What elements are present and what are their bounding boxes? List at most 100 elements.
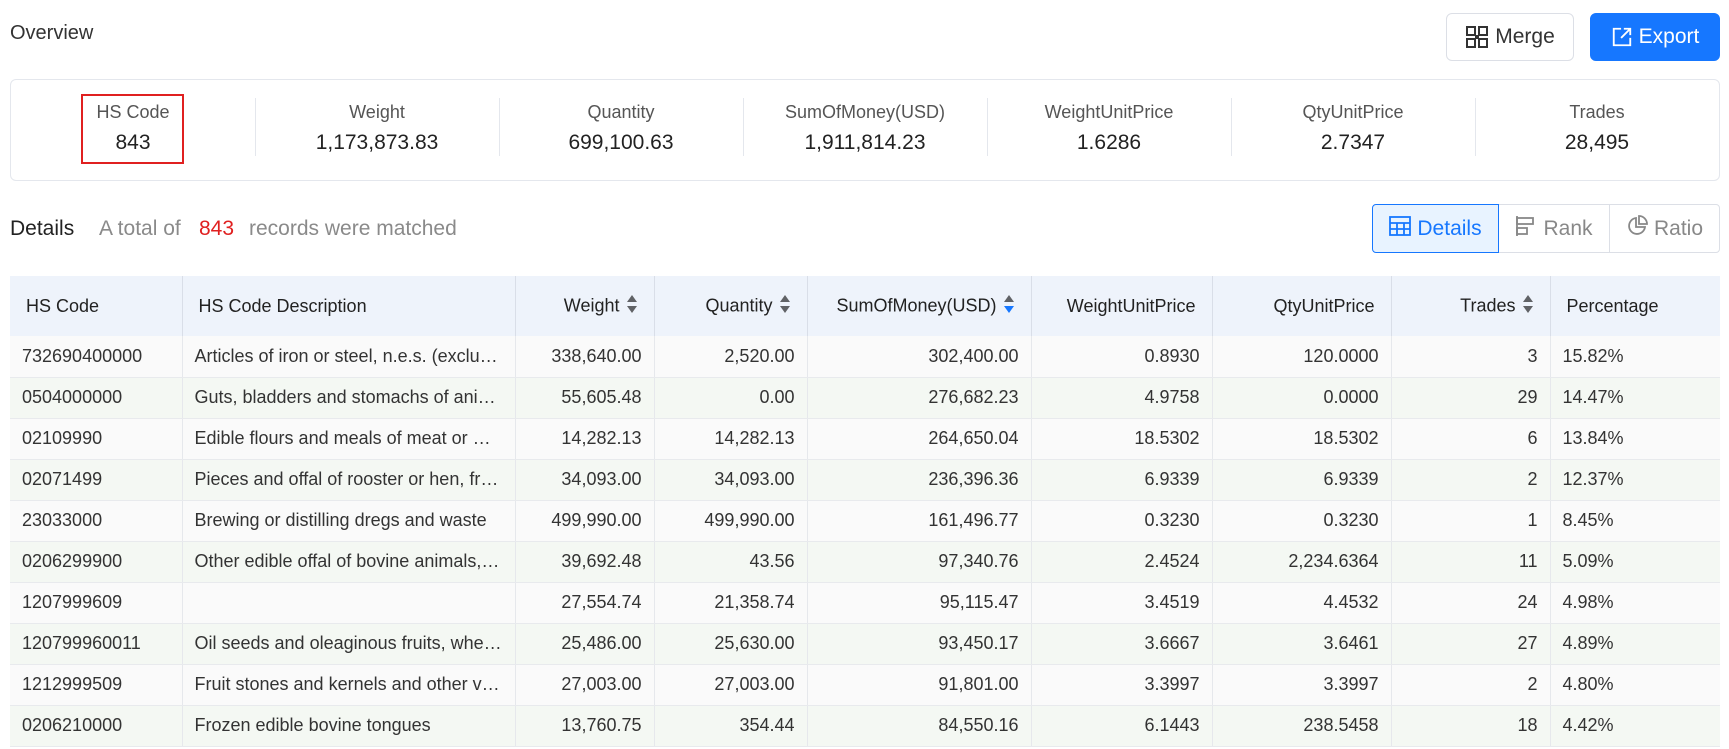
cell-weight-unit-price: 3.4519 [1030, 582, 1212, 624]
column-header-weight[interactable]: Weight [514, 276, 654, 336]
cell-percentage: 4.89% [1549, 623, 1720, 665]
table-row[interactable]: 0206210000 Frozen edible bovine tongues 13… [10, 705, 1720, 747]
table-row[interactable]: 0504000000 Guts, bladders and stomachs of… [10, 377, 1720, 419]
column-header-quantity[interactable]: Quantity [653, 276, 807, 336]
export-button[interactable]: Export [1590, 13, 1720, 61]
cell-sum-of-money: 276,682.23 [806, 377, 1031, 419]
tab-rank-label: Rank [1543, 216, 1593, 240]
cell-weight-unit-price: 2.4524 [1030, 541, 1212, 583]
summary-card: HS Code 843 Weight 1,173,873.83 Quantity… [10, 79, 1720, 181]
details-title: Details [10, 217, 75, 240]
divider [1231, 98, 1232, 156]
table-icon [1389, 215, 1412, 242]
cell-percentage: 13.84% [1549, 418, 1720, 460]
cell-quantity: 43.56 [653, 541, 807, 583]
cell-trades: 1 [1390, 500, 1550, 542]
stat-sum-of-money: SumOfMoney(USD) 1,911,814.23 [743, 80, 987, 180]
merge-button[interactable]: Merge [1446, 13, 1574, 61]
cell-description: Fruit stones and kernels and other veget… [181, 664, 515, 706]
tab-details[interactable]: Details [1372, 204, 1499, 253]
cell-weight-unit-price: 0.3230 [1030, 500, 1212, 542]
cell-trades: 2 [1390, 664, 1550, 706]
stat-label: QtyUnitPrice [1302, 102, 1404, 122]
cell-qty-unit-price: 2,234.6364 [1211, 541, 1391, 583]
cell-qty-unit-price: 4.4532 [1211, 582, 1391, 624]
stat-weight: Weight 1,173,873.83 [255, 80, 499, 180]
table-row[interactable]: 732690400000 Articles of iron or steel, n… [10, 336, 1720, 378]
sort-icon[interactable] [626, 294, 638, 319]
cell-description: Edible flours and meals of meat or meat … [181, 418, 515, 460]
cell-weight: 39,692.48 [514, 541, 654, 583]
cell-hs-code: 1207999609 [10, 582, 182, 624]
table-row[interactable]: 23033000 Brewing or distilling dregs and … [10, 500, 1720, 542]
cell-weight: 25,486.00 [514, 623, 654, 665]
stat-value: 1.6286 [1076, 131, 1142, 154]
table-row[interactable]: 120799960011 Oil seeds and oleaginous fru… [10, 623, 1720, 665]
cell-qty-unit-price: 238.5458 [1211, 705, 1391, 747]
stat-weight-unit-price: WeightUnitPrice 1.6286 [987, 80, 1231, 180]
cell-percentage: 8.45% [1549, 500, 1720, 542]
cell-sum-of-money: 91,801.00 [806, 664, 1031, 706]
cell-weight: 338,640.00 [514, 336, 654, 378]
cell-trades: 2 [1390, 459, 1550, 501]
cell-trades: 6 [1390, 418, 1550, 460]
table-row[interactable]: 02109990 Edible flours and meals of meat … [10, 418, 1720, 460]
cell-quantity: 354.44 [653, 705, 807, 747]
stat-value: 699,100.63 [568, 131, 674, 154]
tab-ratio[interactable]: Ratio [1609, 204, 1720, 253]
sort-icon[interactable] [779, 294, 791, 319]
cell-sum-of-money: 93,450.17 [806, 623, 1031, 665]
cell-percentage: 12.37% [1549, 459, 1720, 501]
cell-qty-unit-price: 6.9339 [1211, 459, 1391, 501]
cell-percentage: 14.47% [1549, 377, 1720, 419]
table-row[interactable]: 02071499 Pieces and offal of rooster or h… [10, 459, 1720, 501]
cell-sum-of-money: 84,550.16 [806, 705, 1031, 747]
cell-trades: 11 [1390, 541, 1550, 583]
cell-quantity: 499,990.00 [653, 500, 807, 542]
cell-trades: 29 [1390, 377, 1550, 419]
table-body: 732690400000 Articles of iron or steel, n… [10, 336, 1720, 747]
cell-qty-unit-price: 18.5302 [1211, 418, 1391, 460]
table-row[interactable]: 1207999609 27,554.74 21,358.74 95,115.47 3.4… [10, 582, 1720, 624]
tab-rank[interactable]: Rank [1498, 204, 1610, 253]
cell-percentage: 5.09% [1549, 541, 1720, 583]
rank-icon [1515, 215, 1537, 243]
total-count: 843 [199, 217, 235, 240]
cell-weight-unit-price: 4.9758 [1030, 377, 1212, 419]
divider [987, 98, 988, 156]
cell-description: Other edible offal of bovine animals, fr… [181, 541, 515, 583]
stat-trades: Trades 28,495 [1475, 80, 1719, 180]
stat-label: WeightUnitPrice [1044, 102, 1174, 122]
cell-quantity: 2,520.00 [653, 336, 807, 378]
cell-hs-code: 732690400000 [10, 336, 182, 378]
page-title: Overview [10, 22, 94, 44]
column-header-trades[interactable]: Trades [1390, 276, 1550, 336]
cell-percentage: 4.80% [1549, 664, 1720, 706]
sort-descending-icon[interactable] [1003, 294, 1015, 319]
stat-label: SumOfMoney(USD) [784, 102, 946, 122]
stat-value: 843 [115, 131, 151, 154]
table-row[interactable]: 1212999509 Fruit stones and kernels and o… [10, 664, 1720, 706]
cell-sum-of-money: 97,340.76 [806, 541, 1031, 583]
cell-weight-unit-price: 18.5302 [1030, 418, 1212, 460]
cell-weight: 27,554.74 [514, 582, 654, 624]
cell-hs-code: 0206210000 [10, 705, 182, 747]
cell-quantity: 21,358.74 [653, 582, 807, 624]
table-row[interactable]: 0206299900 Other edible offal of bovine a… [10, 541, 1720, 583]
cell-qty-unit-price: 3.6461 [1211, 623, 1391, 665]
cell-sum-of-money: 236,396.36 [806, 459, 1031, 501]
sort-icon[interactable] [1522, 294, 1534, 319]
tab-details-label: Details [1417, 216, 1482, 240]
cell-weight: 55,605.48 [514, 377, 654, 419]
cell-percentage: 15.82% [1549, 336, 1720, 378]
cell-weight: 499,990.00 [514, 500, 654, 542]
cell-trades: 18 [1390, 705, 1550, 747]
cell-trades: 3 [1390, 336, 1550, 378]
cell-weight: 14,282.13 [514, 418, 654, 460]
total-prefix: A total of [99, 217, 181, 240]
column-header-sum-of-money[interactable]: SumOfMoney(USD) [806, 276, 1031, 336]
cell-description: Oil seeds and oleaginous fruits, whether… [181, 623, 515, 665]
cell-trades: 27 [1390, 623, 1550, 665]
column-header-percentage: Percentage [1549, 276, 1720, 336]
cell-weight: 27,003.00 [514, 664, 654, 706]
